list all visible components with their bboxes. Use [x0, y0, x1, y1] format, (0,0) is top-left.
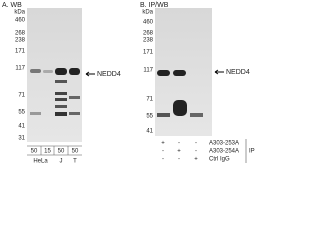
cell-line: T	[73, 159, 77, 165]
bands-b	[157, 70, 203, 117]
group-label: IP	[249, 149, 255, 155]
figure: A. WB B. IP/WB kDa kDa NEDD4 NEDD4 IP 46…	[2, 2, 255, 165]
panel-label: B. IP/WB	[140, 2, 169, 9]
marker-label: 171	[143, 50, 154, 56]
lane-amount: 50	[31, 149, 38, 155]
marker-label: 117	[15, 66, 25, 72]
lane-amount: 15	[44, 149, 51, 155]
marker-label: 460	[143, 20, 154, 26]
marker-label: 55	[18, 110, 25, 116]
sign: -	[162, 149, 164, 155]
row-label: Ctrl IgG	[209, 157, 230, 163]
lane-amount: 50	[58, 149, 65, 155]
marker-label: 71	[18, 93, 25, 99]
target-label: NEDD4	[97, 71, 121, 78]
sign: -	[178, 141, 180, 147]
target-label: NEDD4	[226, 69, 250, 76]
marker-label: 71	[146, 97, 153, 103]
marker-label: 238	[143, 38, 154, 44]
row-label: A303-254A	[209, 149, 239, 155]
marker-label: 55	[146, 114, 153, 120]
bands-a	[30, 68, 80, 116]
marker-label: 460	[15, 18, 26, 24]
marker-label: 31	[18, 136, 25, 142]
marker-label: 171	[15, 49, 26, 55]
marker-label: 41	[18, 124, 25, 130]
sign: -	[195, 141, 197, 147]
unit-label: kDa	[14, 10, 25, 16]
arrow	[85, 71, 95, 77]
marker-label: 238	[15, 38, 26, 44]
sign: +	[194, 157, 198, 163]
marker-label: 41	[146, 129, 153, 135]
sign: -	[162, 157, 164, 163]
lane-grid	[27, 145, 82, 156]
cell-line: J	[60, 159, 63, 165]
unit-label: kDa	[142, 10, 153, 16]
marker-label: 117	[143, 68, 153, 74]
lane-amount: 50	[72, 149, 79, 155]
sign: +	[177, 149, 181, 155]
sign: -	[195, 149, 197, 155]
arrow	[214, 69, 224, 75]
cell-line: HeLa	[33, 159, 48, 165]
sign: -	[178, 157, 180, 163]
marker-label: 268	[143, 31, 154, 37]
panel-label: A. WB	[2, 2, 22, 9]
marker-label: 268	[15, 31, 26, 37]
row-label: A303-253A	[209, 141, 239, 147]
sign: +	[161, 141, 165, 147]
